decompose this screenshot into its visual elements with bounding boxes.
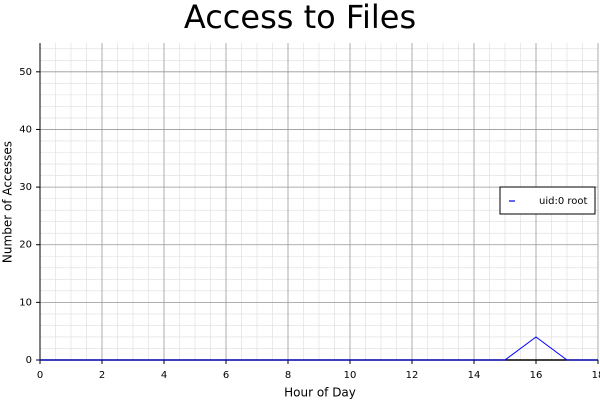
- y-tick-label: 50: [19, 67, 32, 78]
- y-tick-label: 0: [26, 355, 32, 366]
- x-tick-label: 4: [161, 370, 167, 381]
- x-tick-label: 12: [406, 370, 419, 381]
- x-tick-label: 8: [285, 370, 291, 381]
- x-axis-label: Hour of Day: [284, 386, 356, 400]
- y-tick-label: 30: [19, 182, 32, 193]
- x-tick-label: 14: [468, 370, 481, 381]
- legend-label: uid:0 root: [539, 196, 588, 207]
- y-tick-label: 20: [19, 240, 32, 251]
- legend-box: [499, 186, 596, 215]
- chart-title: Access to Files: [184, 0, 416, 36]
- x-tick-label: 2: [99, 370, 105, 381]
- data-line: [40, 336, 598, 361]
- x-tick-label: 18: [592, 370, 600, 381]
- y-axis-label: Number of Accesses: [1, 141, 15, 263]
- x-tick-label: 10: [344, 370, 357, 381]
- x-tick-label: 6: [223, 370, 229, 381]
- y-tick-label: 40: [19, 124, 32, 135]
- y-tick-label: 10: [19, 297, 32, 308]
- x-tick-label: 16: [530, 370, 543, 381]
- x-tick-label: 0: [37, 370, 43, 381]
